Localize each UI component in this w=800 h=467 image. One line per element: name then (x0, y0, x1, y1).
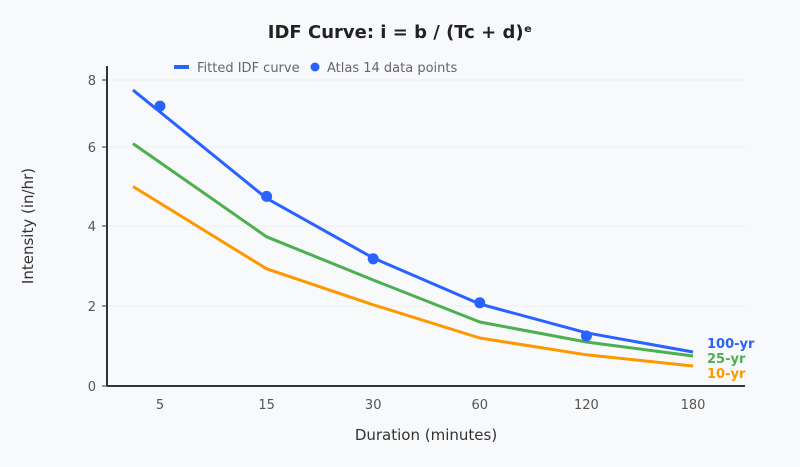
legend-label-curve: Fitted IDF curve (197, 61, 300, 76)
series-line-100-yr (132, 88, 694, 354)
legend-point-swatch (310, 62, 320, 72)
data-point (367, 253, 379, 265)
y-axis-label: Intensity (in/hr) (19, 168, 37, 284)
chart-title: IDF Curve: i = b / (Tc + d)ᵉ (268, 22, 532, 43)
x-tick-label: 15 (258, 398, 275, 413)
x-tick-label: 180 (681, 398, 706, 413)
legend: Fitted IDF curve Atlas 14 data points (174, 61, 457, 76)
data-point (154, 100, 166, 112)
legend-label-points: Atlas 14 data points (327, 61, 457, 76)
data-point (474, 297, 486, 309)
series-line-10-yr (132, 185, 694, 368)
y-tick-label: 0 (88, 380, 96, 395)
x-tick-label: 120 (574, 398, 599, 413)
data-point (261, 190, 273, 202)
series-label-100-yr: 100-yr (707, 337, 755, 352)
x-tick-label: 5 (156, 398, 164, 413)
x-tick-label: 60 (472, 398, 489, 413)
series-label-10-yr: 10-yr (707, 367, 746, 382)
x-axis-label: Duration (minutes) (355, 426, 497, 444)
series-label-25-yr: 25-yr (707, 352, 746, 367)
y-tick-label: 2 (88, 300, 96, 315)
y-tick-label: 8 (88, 74, 96, 89)
x-tick-label: 30 (365, 398, 382, 413)
y-tick-label: 4 (88, 220, 96, 235)
y-tick-label: 6 (88, 141, 96, 156)
series-line-25-yr (132, 142, 694, 358)
data-point (580, 330, 592, 342)
